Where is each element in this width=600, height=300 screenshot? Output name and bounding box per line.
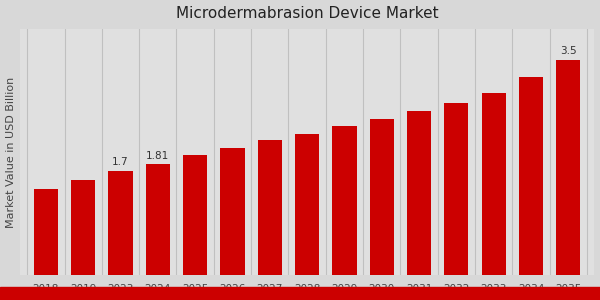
Bar: [332, 126, 356, 275]
Bar: [220, 148, 245, 275]
Bar: [109, 170, 133, 275]
Bar: [183, 155, 207, 275]
Bar: [370, 119, 394, 275]
Bar: [295, 134, 319, 275]
Text: 1.7: 1.7: [112, 158, 129, 167]
Bar: [34, 189, 58, 275]
Text: 3.5: 3.5: [560, 46, 577, 56]
Bar: [556, 59, 580, 275]
Bar: [444, 103, 469, 275]
Title: Microdermabrasion Device Market: Microdermabrasion Device Market: [176, 6, 439, 21]
Bar: [407, 111, 431, 275]
Bar: [146, 164, 170, 275]
Y-axis label: Market Value in USD Billion: Market Value in USD Billion: [5, 76, 16, 228]
Bar: [482, 93, 506, 275]
Bar: [257, 140, 282, 275]
Text: 1.81: 1.81: [146, 151, 169, 161]
Bar: [71, 180, 95, 275]
Bar: [519, 77, 543, 275]
